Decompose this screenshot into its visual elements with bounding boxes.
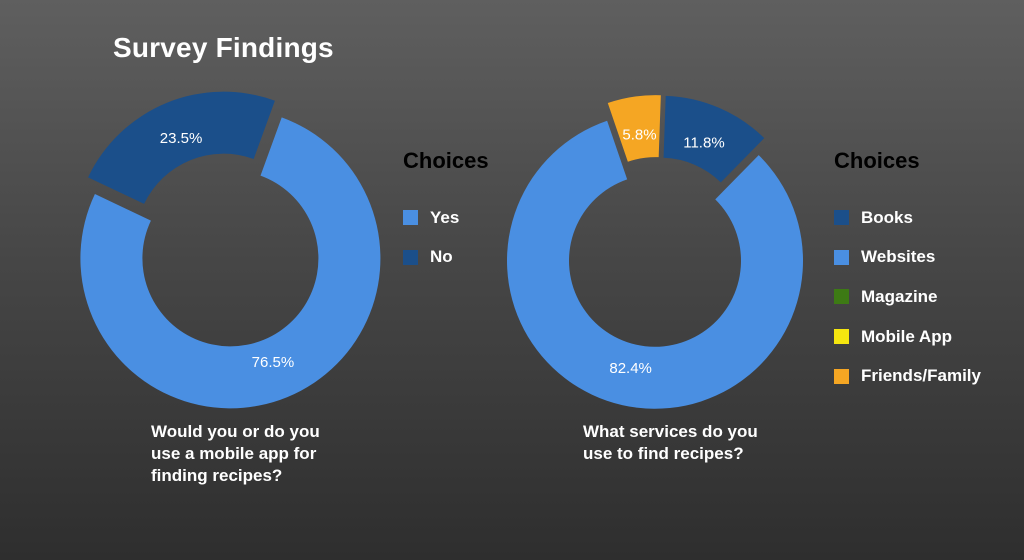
question-chart-1: Would you or do you use a mobile app for… [151, 422, 320, 485]
legend-swatch [403, 210, 418, 226]
slice-value-label: 76.5% [252, 354, 295, 371]
legend-item-books: Books [834, 198, 981, 238]
slice-value-label: 82.4% [609, 360, 652, 377]
legend-swatch [834, 289, 849, 305]
legend-item-websites: Websites [834, 238, 981, 278]
slice-value-label: 5.8% [622, 126, 656, 143]
legend-label: Mobile App [861, 326, 952, 346]
legend-item-friends-family: Friends/Family [834, 356, 981, 396]
legend-item-no: No [403, 238, 489, 278]
slice-value-label: 23.5% [160, 130, 203, 147]
donut-slice-websites [507, 120, 804, 409]
legend-label: Friends/Family [861, 366, 981, 386]
slice-value-label: 11.8% [683, 135, 724, 152]
legend-item-mobile-app: Mobile App [834, 317, 981, 357]
legend-label: Books [861, 207, 913, 227]
donut-slice-books [663, 95, 765, 183]
legend-title: Choices [403, 148, 489, 173]
legend-title: Choices [834, 148, 920, 173]
legend-label: No [430, 247, 453, 267]
legend-swatch [403, 249, 418, 265]
donut-slice-no [88, 91, 275, 204]
question-chart-2: What services do you use to find recipes… [583, 422, 758, 463]
legend-label: Yes [430, 207, 460, 227]
legend-swatch [834, 368, 849, 384]
legend-item-yes: Yes [403, 198, 489, 238]
legend-chart-2: Choices Books Websites Magazine Mobile A… [834, 148, 981, 396]
legend-swatch [834, 249, 849, 265]
legend-label: Magazine [861, 286, 938, 306]
legend-swatch [834, 329, 849, 345]
legend-label: Websites [861, 247, 936, 267]
donut-slice-yes [80, 117, 381, 409]
legend-item-magazine: Magazine [834, 277, 981, 317]
donut-slice-friends-family [607, 95, 661, 162]
legend-chart-1: Choices Yes No [403, 148, 489, 277]
page-title: Survey Findings [113, 32, 334, 63]
legend-swatch [834, 210, 849, 226]
